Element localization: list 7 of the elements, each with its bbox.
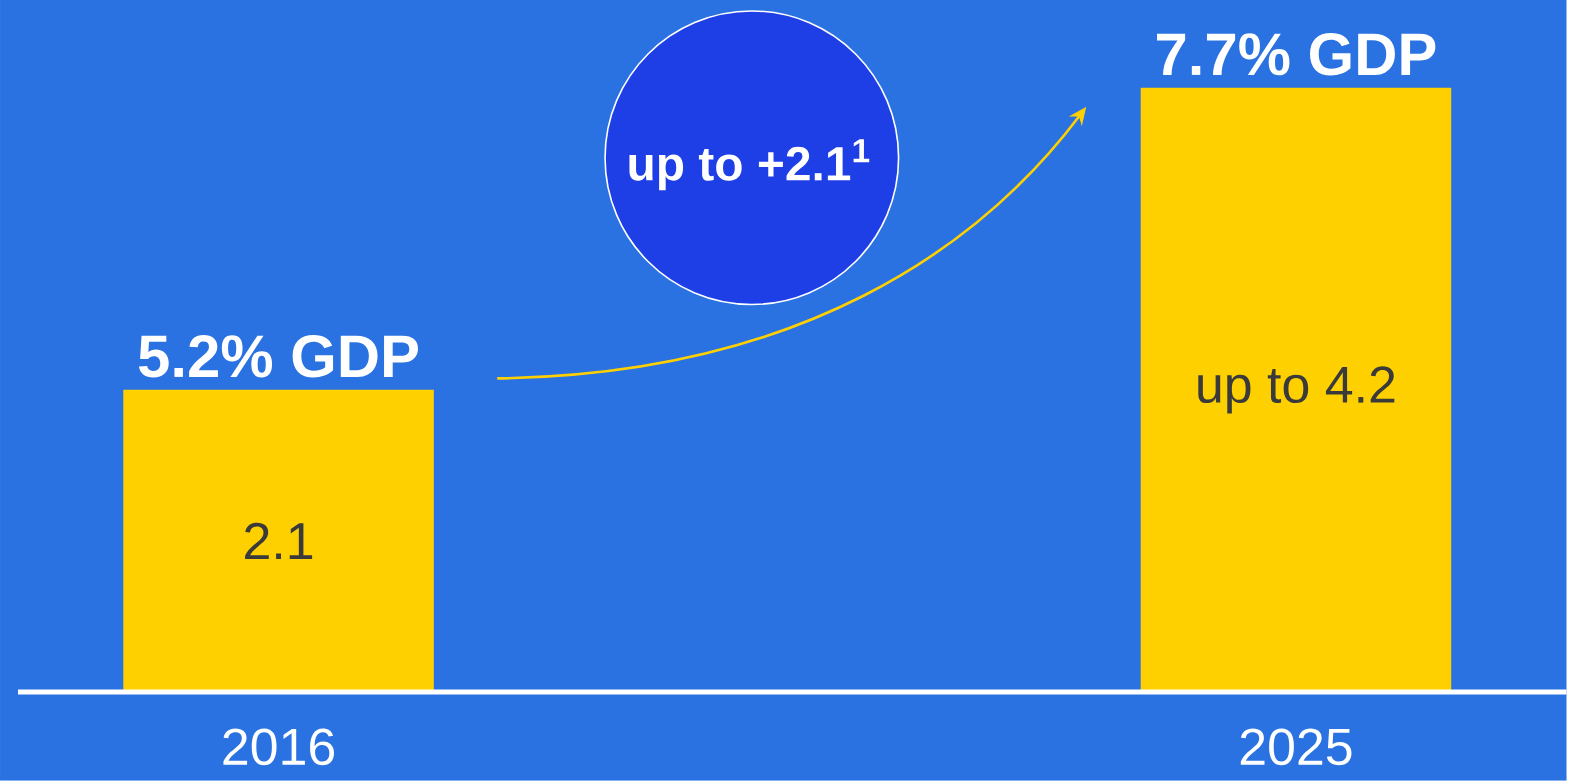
data-label: up to 4.2 <box>1198 366 1395 414</box>
annotation: 7.7% GDP <box>1157 33 1436 76</box>
x-tick-label: 2025 <box>1240 728 1352 766</box>
annotation: up to +2.1$^{1}$ <box>629 139 870 191</box>
x-tick-label: 2016 <box>223 728 335 766</box>
annotation: 5.2% GDP <box>138 335 418 378</box>
data-label: 2.1 <box>245 522 313 560</box>
